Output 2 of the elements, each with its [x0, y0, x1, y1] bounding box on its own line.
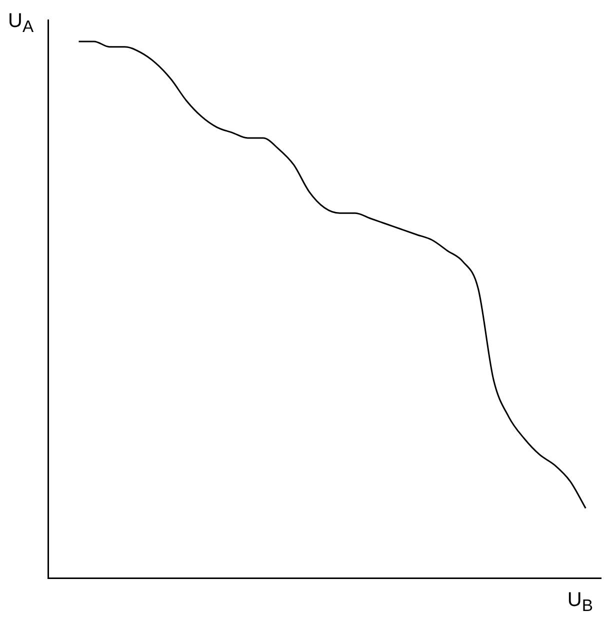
x-axis-title: U$_{B}$: [567, 589, 593, 616]
y-axis-title: U$_{A}$: [8, 10, 34, 37]
